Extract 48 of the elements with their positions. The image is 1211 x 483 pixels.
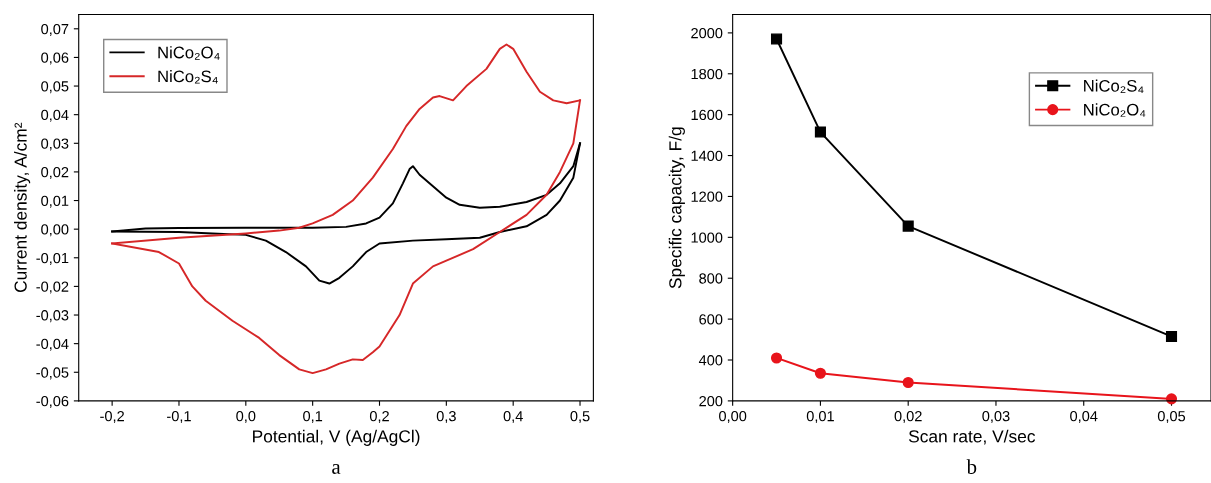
legend-label: NiCo₂O₄ <box>158 46 220 60</box>
y-axis-title: Specific capacity, F/g <box>668 127 685 289</box>
x-tick-label: 0,04 <box>1070 411 1098 424</box>
x-tick-label: 0,1 <box>303 411 323 424</box>
y-tick-label: 1200 <box>691 191 723 202</box>
x-tick-label: 0,03 <box>982 411 1010 424</box>
y-tick-label: 400 <box>698 355 723 366</box>
y-tick-label: 0,05 <box>41 81 69 94</box>
y-tick-label: -0,06 <box>36 395 69 409</box>
y-tick-label: -0,05 <box>36 367 69 380</box>
y-tick-label: 2000 <box>691 27 723 39</box>
y-tick-label: 600 <box>699 314 723 325</box>
y-tick-label: 0,00 <box>41 224 69 237</box>
y-tick-label: 1400 <box>691 150 723 161</box>
y-tick-label: 0,01 <box>41 195 69 208</box>
legend-label: NiCo₂O₄ <box>1084 103 1146 117</box>
x-tick-label: -0,1 <box>167 411 191 424</box>
text: b <box>966 459 977 474</box>
y-axis-title: Current density, A/cm² <box>14 122 31 293</box>
y-tick-label: 200 <box>699 395 723 407</box>
y-tick-label: -0,02 <box>36 281 69 294</box>
y-tick-label: 1800 <box>691 68 723 80</box>
y-tick-label: 1000 <box>691 232 723 243</box>
x-tick-label: 0,4 <box>503 411 523 424</box>
x-tick-label: 0,05 <box>1157 411 1186 424</box>
y-tick-label: -0,03 <box>36 310 69 323</box>
y-tick-label: 0,04 <box>41 109 69 122</box>
y-tick-label: 0,03 <box>41 138 69 151</box>
x-tick-label: 0,5 <box>570 411 590 424</box>
y-tick-label: 0,06 <box>41 52 69 65</box>
legend-label: NiCo₂S₄ <box>158 70 218 84</box>
y-tick-label: 0,02 <box>41 167 69 180</box>
legend-label: NiCo₂S₄ <box>1084 79 1144 93</box>
y-tick-label: -0,04 <box>36 338 69 351</box>
x-axis-title: Scan rate, V/sec <box>908 429 1036 445</box>
y-tick-label: 0,07 <box>41 23 69 36</box>
x-tick-label: 0,02 <box>894 411 922 424</box>
x-tick-label: 0,0 <box>236 411 256 424</box>
x-tick-label: 0,2 <box>369 411 389 424</box>
y-tick-label: 1600 <box>691 109 723 121</box>
x-tick-label: 0,01 <box>806 411 834 424</box>
x-tick-label: 0,00 <box>719 411 747 424</box>
y-tick-label: -0,01 <box>36 252 69 265</box>
y-tick-label: 800 <box>699 273 723 284</box>
x-tick-label: -0,2 <box>100 411 124 424</box>
x-tick-label: 0,3 <box>436 411 456 424</box>
x-axis-title: Potential, V (Ag/AgCl) <box>253 429 420 446</box>
text: a <box>332 463 341 474</box>
